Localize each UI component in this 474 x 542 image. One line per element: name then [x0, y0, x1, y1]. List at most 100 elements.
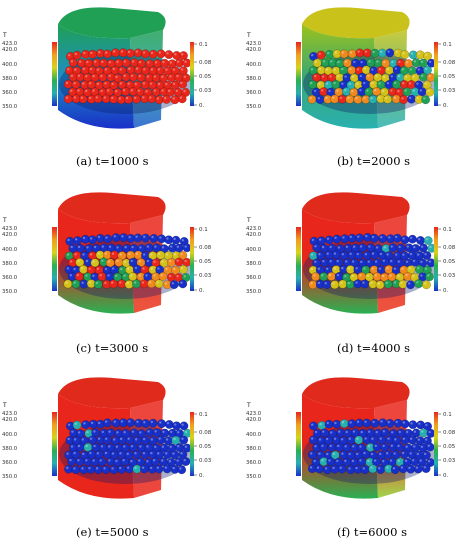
particle: [169, 280, 179, 290]
temperature-tick-label: 400.0: [246, 62, 262, 68]
particle: [101, 465, 111, 475]
temperature-tick-label: 360.0: [246, 90, 262, 96]
particle: [396, 243, 406, 253]
particle: [174, 243, 184, 253]
moisture-tick-label: 0.1: [199, 227, 208, 233]
temperature-tick-label: 423.0: [246, 226, 262, 232]
temperature-legend-title: T: [2, 402, 7, 409]
particle: [71, 80, 81, 89]
moisture-tick-label: 0.08: [199, 430, 212, 436]
particle: [103, 49, 112, 59]
particle: [330, 94, 340, 104]
particle: [364, 87, 374, 97]
particle: [391, 450, 401, 460]
particle: [331, 79, 341, 89]
particle-bed: [303, 232, 437, 299]
particle: [334, 257, 344, 267]
particle: [385, 48, 395, 58]
particle: [369, 233, 379, 243]
particle: [392, 79, 401, 89]
particle: [125, 48, 135, 58]
particle: [140, 435, 150, 445]
particle: [78, 94, 88, 104]
particle: [312, 243, 322, 253]
particle: [103, 435, 112, 445]
particle: [366, 58, 376, 68]
particle: [103, 234, 113, 244]
particle: [399, 449, 409, 459]
particle: [322, 280, 332, 289]
particle: [408, 435, 417, 445]
particle: [332, 234, 342, 244]
particle: [360, 465, 370, 475]
particle: [315, 95, 325, 105]
particle: [423, 51, 433, 61]
temperature-tick-label: 420.0: [2, 232, 18, 238]
simulation-panel: T 423.0 420.0 400.0 380.0 360.0 350.0 0.1 0.08 0.…: [0, 185, 230, 335]
moisture-tick-label: 0.: [199, 103, 204, 109]
particle: [101, 94, 111, 104]
moisture-tick-label: 0.03: [199, 458, 212, 464]
particle: [149, 233, 159, 243]
particle: [324, 419, 334, 429]
particle: [179, 435, 189, 445]
reactor-top-cap: [302, 377, 410, 409]
reactor-render: T423.0420.0400.0380.0360.0350.00.10.080.…: [246, 192, 456, 314]
particle: [147, 94, 157, 104]
particle: [179, 421, 189, 431]
particle: [425, 87, 435, 97]
simulation-panel: T 423.0 420.0 400.0 380.0 360.0 350.0 0.1 0.08 0.…: [0, 370, 230, 520]
reactor-render: T423.0420.0400.0380.0360.0350.00.10.080.…: [2, 377, 212, 499]
particle: [97, 272, 107, 281]
temperature-tick-label: 420.0: [246, 417, 262, 423]
particle: [368, 94, 378, 104]
particle: [132, 464, 142, 474]
particle: [423, 421, 433, 431]
panel-caption: (f) t=6000 s: [337, 525, 407, 539]
particle: [384, 251, 394, 261]
temperature-tick-label: 423.0: [246, 41, 262, 47]
moisture-legend: 0.1 0.08 0.05 0.03 0.: [434, 227, 456, 294]
particle: [71, 449, 81, 459]
moisture-legend: 0.1 0.08 0.05 0.03 0.: [434, 412, 456, 479]
particle: [182, 243, 192, 253]
particle: [362, 48, 372, 58]
particle-bed: [303, 418, 436, 484]
moisture-tick-label: 0.1: [443, 412, 452, 418]
temperature-tick-label: 350.0: [246, 474, 262, 480]
particle: [354, 250, 364, 260]
particle: [345, 94, 355, 104]
particle: [345, 265, 355, 275]
particle: [157, 419, 167, 429]
particle: [75, 243, 85, 253]
particle: [419, 72, 428, 82]
moisture-tick-label: 0.03: [443, 273, 456, 279]
particle: [311, 272, 321, 282]
particle: [90, 258, 100, 268]
simulation-panel: T 423.0 420.0 400.0 380.0 360.0 350.0 0.1 0.08 0.…: [0, 0, 230, 150]
particle: [377, 48, 387, 58]
particle: [357, 243, 367, 253]
particle: [179, 51, 188, 61]
particle: [319, 442, 329, 452]
particle: [417, 457, 427, 467]
particle: [308, 79, 317, 89]
particle: [93, 465, 103, 475]
moisture-tick-label: 0.: [443, 288, 448, 294]
temperature-tick-label: 350.0: [2, 289, 18, 295]
particle: [357, 457, 367, 467]
particle: [330, 450, 340, 460]
moisture-tick-label: 0.: [199, 288, 204, 294]
particle: [150, 457, 160, 466]
particle: [156, 250, 166, 260]
particle: [72, 420, 82, 430]
particle: [73, 236, 82, 246]
temperature-tick-label: 360.0: [2, 460, 18, 466]
particle: [81, 420, 91, 430]
simulation-panel: T 423.0 420.0 400.0 380.0 360.0 350.0 0.1 0.08 0.…: [244, 185, 474, 335]
